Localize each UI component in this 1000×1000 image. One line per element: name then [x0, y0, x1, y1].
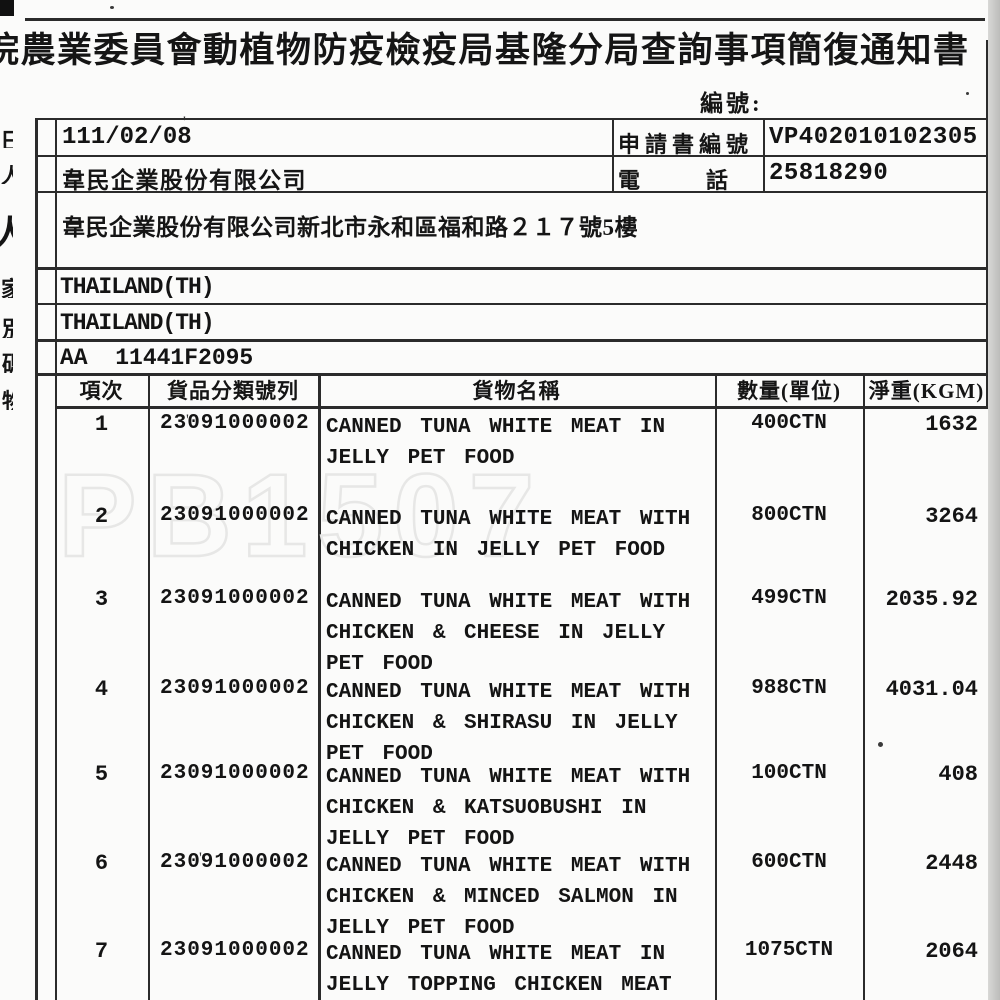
margin-glyph: 碼: [1, 352, 13, 373]
item-description: CANNED TUNA WHITE MEAT WITH CHICKEN & KA…: [326, 766, 691, 851]
item-description: CANNED TUNA WHITE MEAT WITH CHICKEN & SH…: [326, 681, 691, 766]
table-row: 6 23091000002 CANNED TUNA WHITE MEAT WIT…: [55, 851, 990, 944]
table-row: 7 23091000002 CANNED TUNA WHITE MEAT IN …: [55, 939, 990, 1000]
item-code: 23091000002: [160, 939, 310, 962]
grid-line: [612, 118, 614, 191]
margin-glyph: 人: [1, 164, 13, 184]
item-code: 23091000002: [160, 504, 310, 527]
export-country: THAILAND(TH): [60, 310, 215, 336]
grid-line: [763, 118, 765, 191]
watermark-text: PB1507: [57, 449, 545, 584]
table-row: 2 23091000002 CANNED TUNA WHITE MEAT WIT…: [55, 504, 990, 566]
item-quantity: 1075CTN: [744, 939, 834, 962]
grid-line: [35, 155, 988, 157]
item-no: 5: [94, 762, 109, 787]
col-header-item-no: 項次: [79, 379, 124, 403]
item-no: 4: [94, 677, 109, 702]
item-description: CANNED TUNA WHITE MEAT IN JELLY TOPPING …: [326, 943, 672, 997]
item-code: 23091000002: [160, 412, 310, 435]
grid-line: [35, 118, 38, 1000]
margin-glyph: 日: [0, 129, 13, 148]
col-header-ccc-code: 貨品分類號列: [167, 379, 299, 403]
scan-speck: [110, 6, 114, 9]
phone-label: 電 話: [618, 168, 729, 193]
permit-code: AA 11441F2095: [60, 345, 254, 371]
item-code: 23091000002: [160, 851, 310, 874]
item-weight: 2035.92: [885, 587, 978, 612]
serial-no-label: 編號:: [700, 91, 763, 116]
col-header-net-weight: 淨重(KGM): [868, 379, 985, 403]
scan-speck: [966, 92, 969, 95]
item-description: CANNED TUNA WHITE MEAT WITH CHICKEN & MI…: [326, 855, 691, 940]
margin-glyph: 物: [1, 389, 13, 410]
grid-line: [863, 373, 865, 1000]
col-header-quantity: 數量(單位): [737, 379, 841, 403]
item-weight: 1632: [925, 412, 978, 437]
grid-line: [148, 373, 150, 1000]
margin-glyph: 人: [0, 205, 13, 247]
scan-speck: ': [186, 412, 189, 429]
table-row: 1 23091000002 CANNED TUNA WHITE MEAT IN …: [55, 412, 990, 474]
item-quantity: 100CTN: [751, 762, 827, 785]
applicant-name: 韋民企業股份有限公司: [62, 168, 307, 193]
item-no: 7: [94, 939, 109, 964]
item-quantity: 600CTN: [751, 851, 827, 874]
table-header-row: 項次 貨品分類號列 貨物名稱 數量(單位) 淨重(KGM): [55, 374, 990, 406]
item-weight: 2064: [925, 939, 978, 964]
grid-line: [35, 267, 988, 270]
grid-line: [35, 339, 988, 342]
item-no: 2: [94, 504, 109, 529]
scan-edge-strip: [988, 0, 1000, 1000]
grid-line: [55, 118, 57, 1000]
item-no: 1: [94, 412, 109, 437]
table-row: 5 23091000002 CANNED TUNA WHITE MEAT WIT…: [55, 762, 990, 855]
origin-country: THAILAND(TH): [60, 274, 215, 300]
item-no: 6: [94, 851, 109, 876]
item-quantity: 499CTN: [751, 587, 827, 610]
scan-corner-mark: [0, 0, 14, 16]
table-row: 3 23091000002 CANNED TUNA WHITE MEAT WIT…: [55, 587, 990, 680]
phone-value: 25818290: [769, 160, 889, 187]
page-title-text: 院農業委員會動植物防疫檢疫局基隆分局查詢事項簡復通知書: [0, 31, 970, 70]
item-no: 3: [94, 587, 109, 612]
application-no-label: 申請書編號: [618, 132, 754, 157]
grid-line: [35, 373, 988, 376]
grid-line: [35, 191, 988, 193]
item-description: CANNED TUNA WHITE MEAT IN JELLY PET FOOD: [326, 416, 666, 470]
grid-line: [25, 18, 985, 21]
page-title: 院農業委員會動植物防疫檢疫局基隆分局查詢事項簡復通知書: [0, 22, 988, 74]
grid-line: [715, 373, 717, 1000]
margin-glyph: 家: [0, 277, 13, 298]
scan-speck: ': [183, 114, 186, 131]
item-code: 23091000002: [160, 587, 310, 610]
item-quantity: 988CTN: [751, 677, 827, 700]
item-description: CANNED TUNA WHITE MEAT WITH CHICKEN & CH…: [326, 591, 691, 676]
table-row: 4 23091000002 CANNED TUNA WHITE MEAT WIT…: [55, 677, 990, 770]
col-header-goods-name: 貨物名稱: [472, 379, 561, 403]
item-quantity: 800CTN: [751, 504, 827, 527]
application-no-value: VP402010102305: [769, 124, 978, 151]
margin-glyph: 別: [1, 317, 13, 338]
item-weight: 4031.04: [885, 677, 978, 702]
grid-line: [35, 118, 988, 120]
item-weight: 2448: [925, 851, 978, 876]
grid-line: [35, 303, 988, 305]
scan-speck: [878, 742, 883, 747]
scan-speck: ': [199, 850, 202, 867]
application-date: 111/02/08: [62, 124, 192, 151]
applicant-address: 韋民企業股份有限公司新北市永和區福和路２１７號5樓: [62, 215, 638, 240]
item-code: 23091000002: [160, 762, 310, 785]
grid-line: [318, 373, 321, 1000]
item-weight: 408: [938, 762, 978, 787]
grid-line: [986, 40, 988, 407]
grid-line: [55, 406, 988, 409]
item-weight: 3264: [925, 504, 978, 529]
item-code: 23091000002: [160, 677, 310, 700]
item-quantity: 400CTN: [751, 412, 827, 435]
item-description: CANNED TUNA WHITE MEAT WITH CHICKEN IN J…: [326, 508, 691, 562]
